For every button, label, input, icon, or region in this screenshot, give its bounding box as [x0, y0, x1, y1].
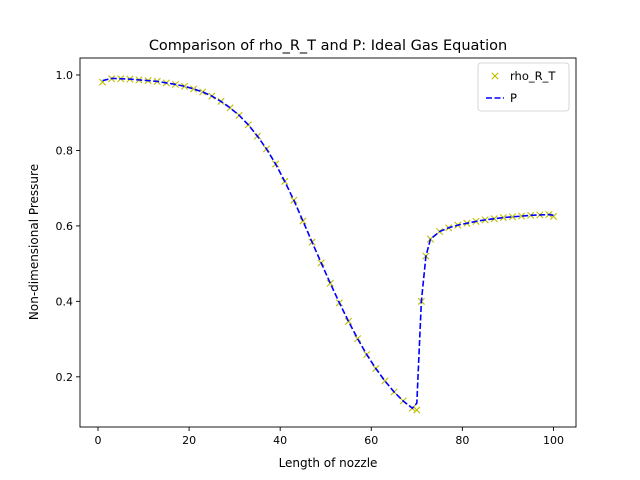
- plot-background: [80, 58, 576, 427]
- data-point: [508, 213, 517, 221]
- series-line: [102, 77, 554, 410]
- data-point: [299, 217, 307, 225]
- x-tick-label: 60: [364, 434, 378, 447]
- x-tick-label: 20: [182, 434, 196, 447]
- x-tick-label: 0: [94, 434, 101, 447]
- legend-label: P: [510, 91, 517, 105]
- legend-frame: [477, 62, 570, 112]
- y-tick-label: 0.6: [56, 220, 74, 233]
- x-axis-label: Length of nozzle: [279, 456, 378, 470]
- x-tick-label: 40: [273, 434, 287, 447]
- series-p: [102, 77, 554, 410]
- data-point: [199, 88, 207, 96]
- y-axis-ticks: 0.2 0.4 0.6 0.8 1.0: [56, 69, 80, 384]
- data-point: [413, 406, 421, 414]
- y-tick-label: 1.0: [56, 69, 74, 82]
- y-tick-label: 0.4: [56, 295, 74, 308]
- legend-label: rho_R_T: [510, 69, 556, 83]
- x-axis-ticks: 0 20 40 60 80 100: [94, 427, 564, 447]
- y-tick-label: 0.8: [56, 144, 74, 157]
- plot-area: [79, 57, 577, 428]
- legend-swatch: [491, 72, 499, 80]
- data-point: [326, 279, 334, 287]
- axes-frame: [79, 57, 577, 428]
- chart-title: Comparison of rho_R_T and P: Ideal Gas E…: [149, 38, 507, 54]
- data-point: [190, 85, 198, 93]
- y-tick-label: 0.2: [56, 371, 74, 384]
- data-point: [517, 212, 526, 220]
- x-tick-label: 100: [543, 434, 564, 447]
- data-point: [499, 214, 507, 222]
- data-point: [180, 82, 189, 90]
- legend: rho_R_T P: [477, 62, 570, 112]
- legend-item: P: [486, 91, 517, 105]
- legend-item: rho_R_T: [491, 69, 556, 83]
- y-axis-label: Non-dimensional Pressure: [27, 164, 41, 320]
- x-tick-label: 80: [455, 434, 469, 447]
